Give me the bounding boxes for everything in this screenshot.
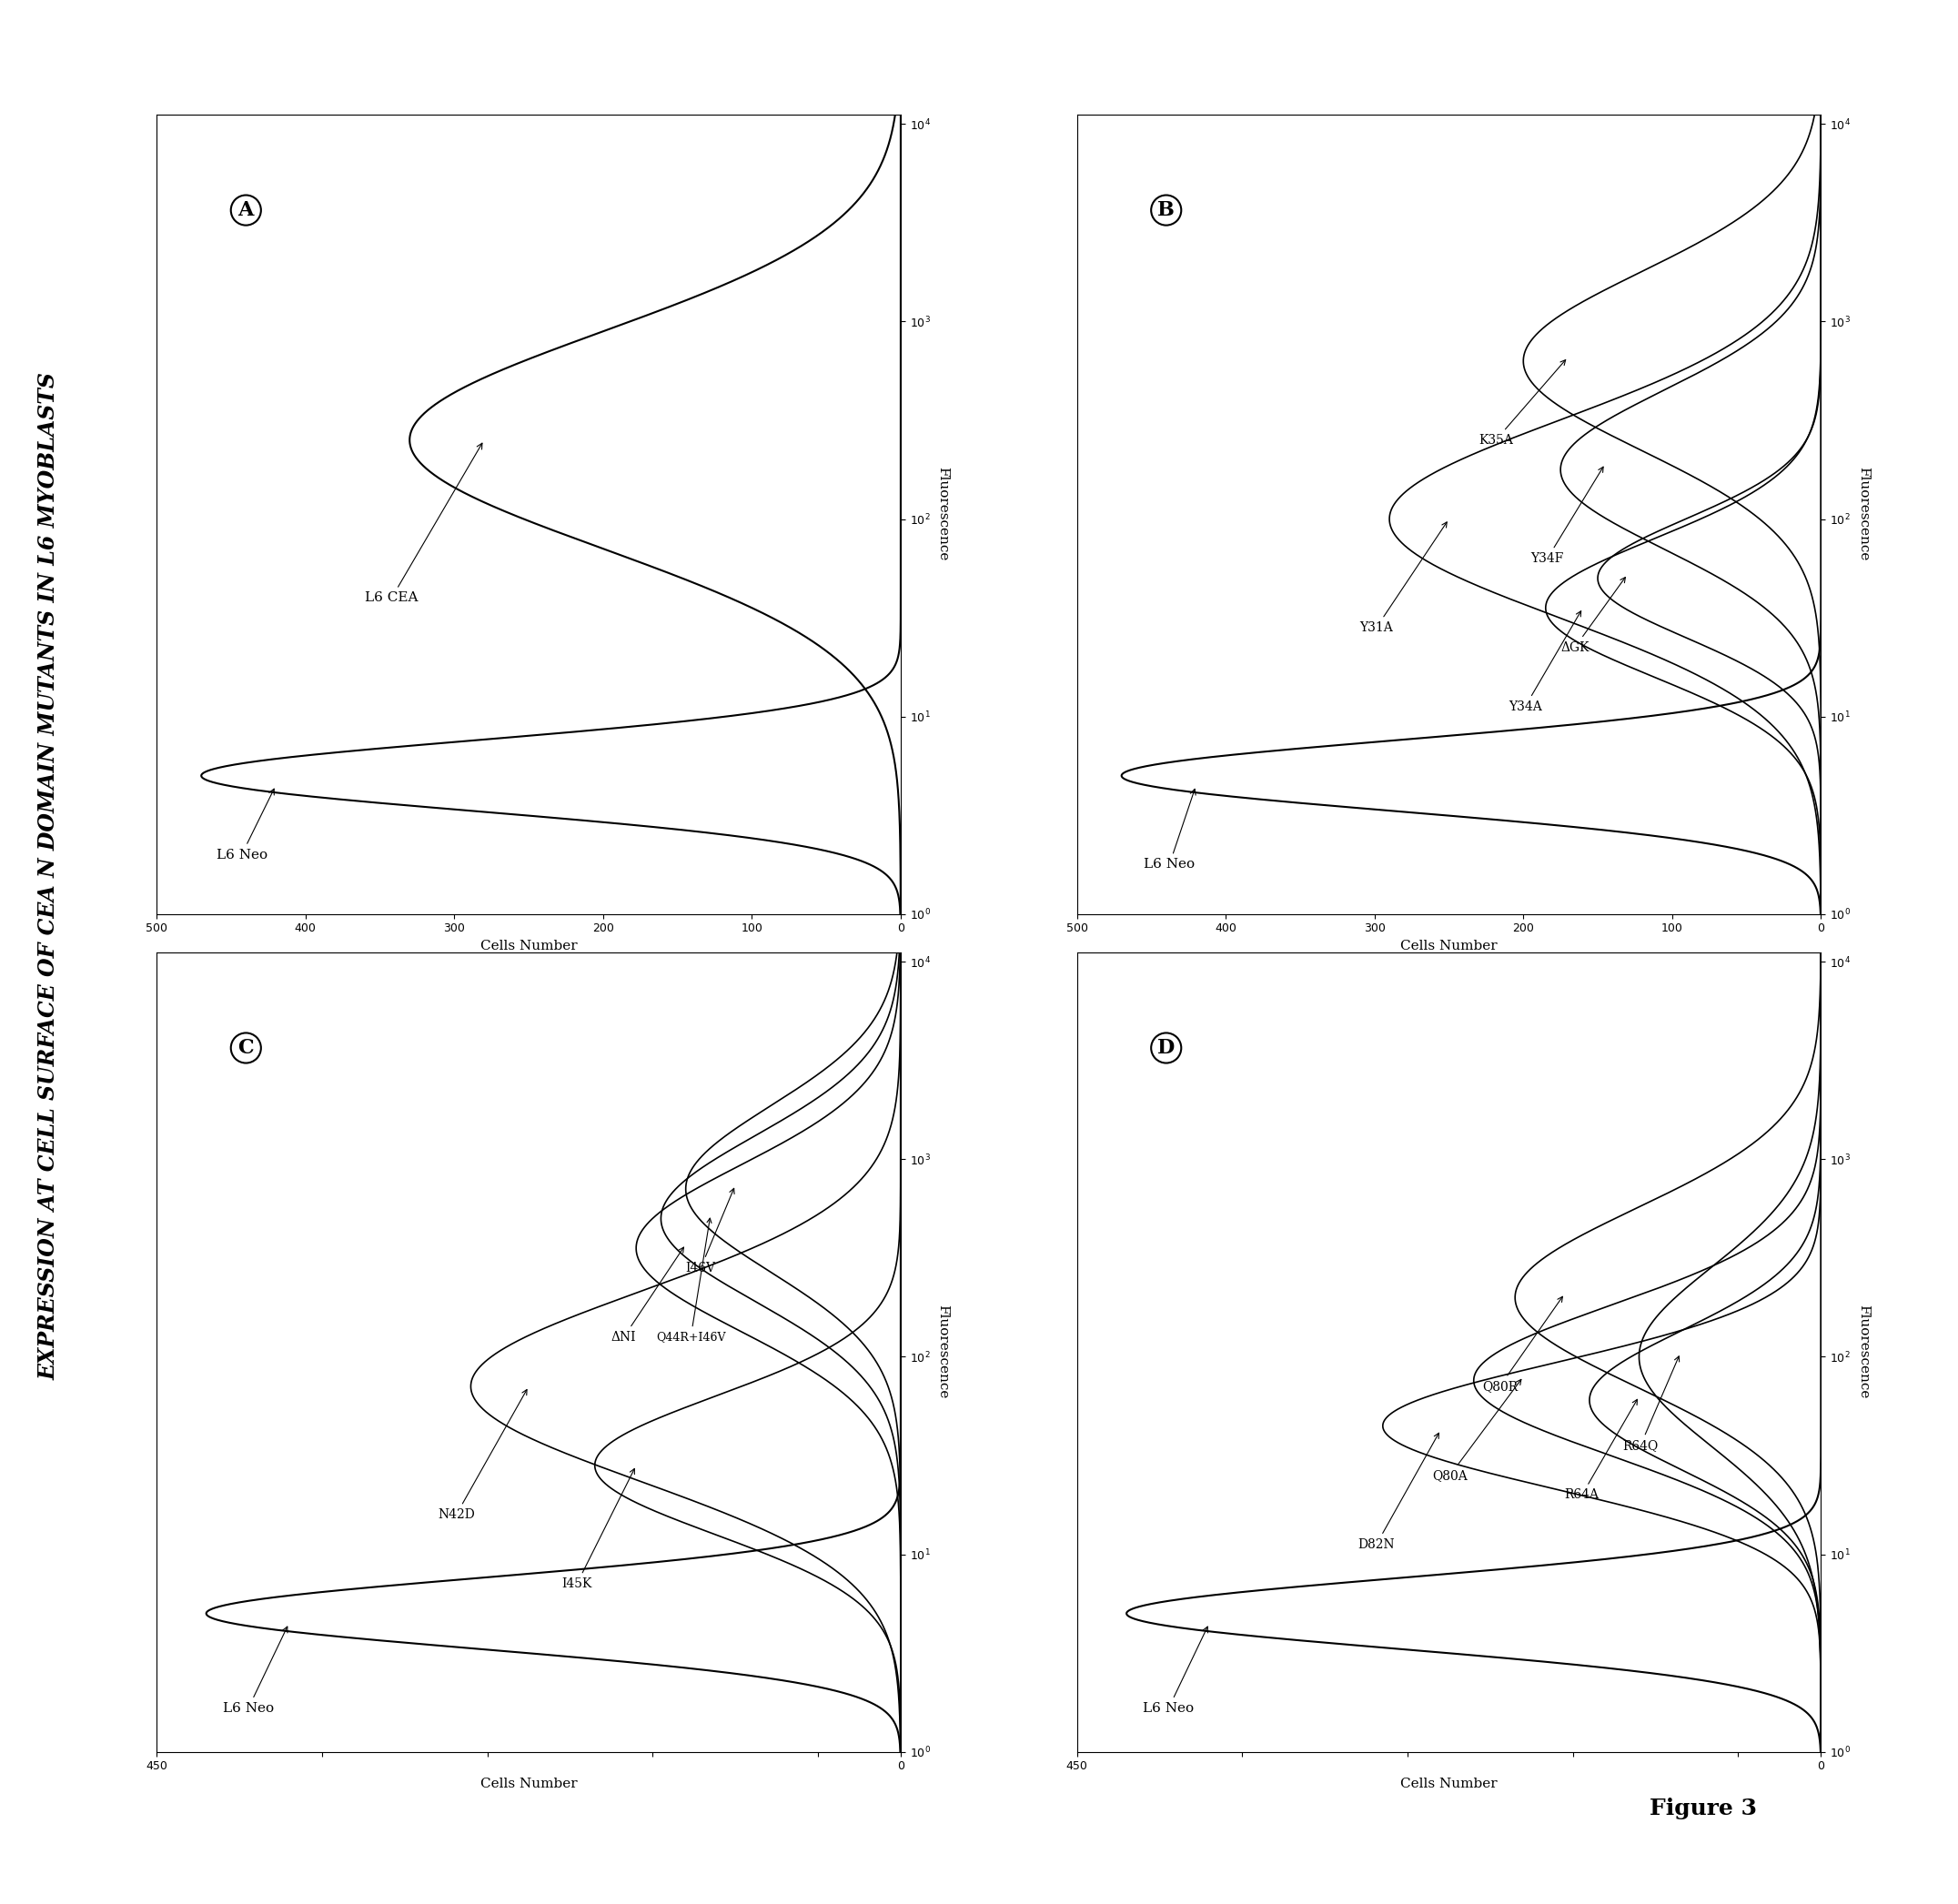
Text: Figure 3: Figure 3 [1651,1797,1756,1820]
Text: L6 Neo: L6 Neo [223,1626,288,1716]
Text: Y34A: Y34A [1508,611,1580,712]
Text: N42D: N42D [439,1390,527,1521]
Text: ΔGK: ΔGK [1561,577,1625,653]
Y-axis label: Fluorescence: Fluorescence [936,466,950,562]
Text: Q80R: Q80R [1482,1297,1562,1392]
Text: ΔNI: ΔNI [611,1247,683,1344]
Text: I45K: I45K [562,1468,634,1590]
Text: K35A: K35A [1478,360,1566,446]
Y-axis label: Fluorescence: Fluorescence [1856,466,1870,562]
X-axis label: Cells Number: Cells Number [480,941,578,952]
Text: L6 Neo: L6 Neo [1143,788,1196,870]
Text: L6 Neo: L6 Neo [1143,1626,1208,1716]
X-axis label: Cells Number: Cells Number [1400,941,1498,952]
Text: R64Q: R64Q [1623,1356,1680,1453]
Text: Y31A: Y31A [1359,522,1447,634]
Text: R64A: R64A [1564,1399,1637,1502]
Text: C: C [239,1038,255,1059]
Text: Q44R+I46V: Q44R+I46V [656,1219,726,1342]
Y-axis label: Fluorescence: Fluorescence [936,1304,950,1399]
Text: Q80A: Q80A [1433,1380,1521,1481]
Y-axis label: Fluorescence: Fluorescence [1856,1304,1870,1399]
Text: L6 CEA: L6 CEA [364,444,482,604]
Text: Y34F: Y34F [1531,466,1604,565]
Text: I46V: I46V [685,1188,734,1274]
Text: EXPRESSION AT CELL SURFACE OF CEA N DOMAIN MUTANTS IN L6 MYOBLASTS: EXPRESSION AT CELL SURFACE OF CEA N DOMA… [37,371,61,1380]
Text: D: D [1157,1038,1175,1059]
X-axis label: Cells Number: Cells Number [1400,1778,1498,1790]
Text: B: B [1157,200,1175,221]
Text: L6 Neo: L6 Neo [215,788,274,861]
Text: A: A [239,200,255,221]
X-axis label: Cells Number: Cells Number [480,1778,578,1790]
Text: D82N: D82N [1359,1434,1439,1550]
